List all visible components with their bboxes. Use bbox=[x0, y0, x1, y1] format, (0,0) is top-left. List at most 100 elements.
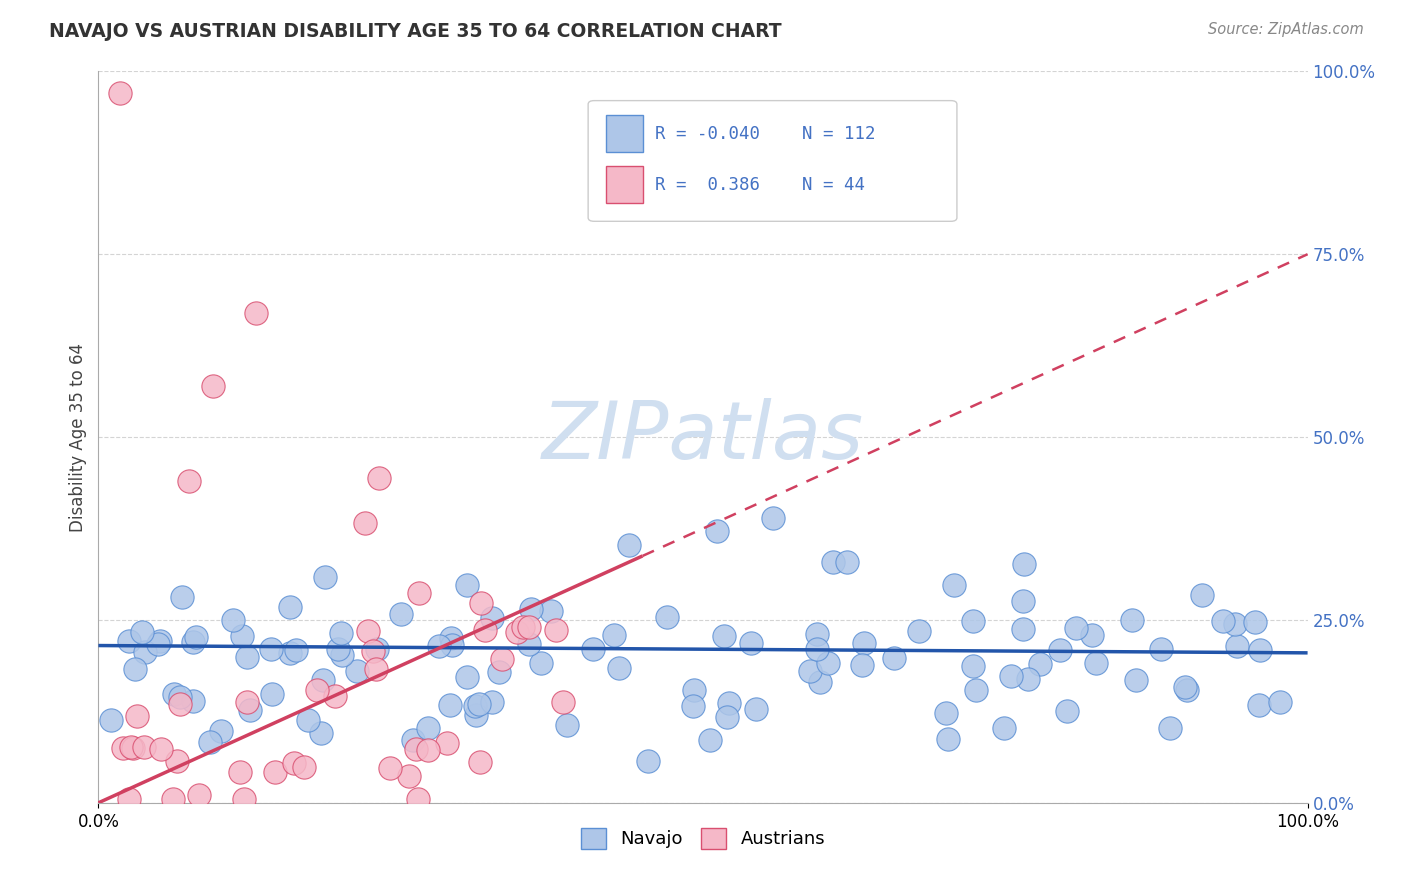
Point bbox=[405, 742, 427, 756]
Point bbox=[378, 761, 401, 775]
Point bbox=[470, 755, 492, 769]
Point bbox=[427, 639, 450, 653]
Point bbox=[118, 792, 141, 806]
Point bbox=[1056, 704, 1078, 718]
Point bbox=[706, 524, 728, 538]
Point bbox=[125, 709, 148, 723]
Point bbox=[188, 788, 211, 802]
Point bbox=[682, 698, 704, 713]
Point bbox=[965, 683, 987, 698]
Point bbox=[1000, 669, 1022, 683]
Point bbox=[908, 624, 931, 638]
Point bbox=[1084, 656, 1107, 670]
Point bbox=[464, 708, 486, 723]
Point bbox=[481, 611, 503, 625]
Point bbox=[202, 379, 225, 393]
Point bbox=[557, 717, 579, 731]
Point bbox=[124, 662, 146, 676]
Point bbox=[150, 742, 173, 756]
Point bbox=[361, 644, 384, 658]
Point bbox=[305, 683, 328, 698]
Point bbox=[835, 555, 858, 569]
Point bbox=[364, 662, 387, 676]
Point bbox=[149, 634, 172, 648]
Point bbox=[436, 736, 458, 750]
Point bbox=[817, 656, 839, 670]
Point bbox=[259, 641, 281, 656]
Point bbox=[942, 578, 965, 592]
Bar bbox=[606, 115, 643, 152]
Point bbox=[852, 636, 875, 650]
Point bbox=[1064, 621, 1087, 635]
Point bbox=[170, 591, 193, 605]
Point bbox=[297, 713, 319, 727]
Text: R =  0.386    N = 44: R = 0.386 N = 44 bbox=[655, 176, 865, 194]
Point bbox=[553, 695, 575, 709]
Point bbox=[408, 585, 430, 599]
Point bbox=[520, 601, 543, 615]
Point bbox=[617, 538, 640, 552]
Point bbox=[456, 670, 478, 684]
Point bbox=[1226, 640, 1249, 654]
Point bbox=[530, 657, 553, 671]
Point bbox=[228, 764, 250, 779]
Point bbox=[179, 474, 201, 488]
Point bbox=[655, 609, 678, 624]
Point bbox=[440, 631, 463, 645]
Point bbox=[1150, 641, 1173, 656]
Point bbox=[1011, 623, 1033, 637]
Point bbox=[169, 697, 191, 711]
Point bbox=[416, 721, 439, 735]
Point bbox=[1212, 614, 1234, 628]
Point bbox=[851, 658, 873, 673]
Point bbox=[162, 792, 184, 806]
FancyBboxPatch shape bbox=[588, 101, 957, 221]
Point bbox=[209, 724, 232, 739]
Point bbox=[325, 690, 347, 704]
Point bbox=[357, 624, 380, 638]
Point bbox=[120, 740, 142, 755]
Point bbox=[936, 731, 959, 746]
Point bbox=[181, 635, 204, 649]
Point bbox=[637, 754, 659, 768]
Point bbox=[278, 600, 301, 615]
Text: Source: ZipAtlas.com: Source: ZipAtlas.com bbox=[1208, 22, 1364, 37]
Point bbox=[309, 725, 332, 739]
Point bbox=[474, 623, 496, 637]
Point bbox=[108, 87, 131, 101]
Point bbox=[1191, 588, 1213, 602]
Point bbox=[1177, 682, 1199, 697]
Bar bbox=[606, 167, 643, 203]
Point bbox=[262, 687, 284, 701]
Point bbox=[416, 743, 439, 757]
Point bbox=[1017, 673, 1039, 687]
Point bbox=[540, 604, 562, 618]
Point bbox=[346, 664, 368, 678]
Point bbox=[314, 569, 336, 583]
Point bbox=[118, 634, 141, 648]
Point bbox=[235, 695, 257, 709]
Point bbox=[239, 703, 262, 717]
Y-axis label: Disability Age 35 to 64: Disability Age 35 to 64 bbox=[69, 343, 87, 532]
Point bbox=[762, 510, 785, 524]
Point bbox=[236, 650, 259, 665]
Point bbox=[519, 637, 541, 651]
Point bbox=[456, 578, 478, 592]
Point bbox=[122, 741, 145, 756]
Point bbox=[1159, 721, 1181, 735]
Point bbox=[264, 765, 287, 780]
Point bbox=[1121, 613, 1143, 627]
Legend: Navajo, Austrians: Navajo, Austrians bbox=[574, 821, 832, 856]
Point bbox=[134, 645, 156, 659]
Point bbox=[368, 471, 391, 485]
Point bbox=[607, 661, 630, 675]
Point bbox=[810, 674, 832, 689]
Point bbox=[1249, 643, 1271, 657]
Point bbox=[883, 651, 905, 665]
Point bbox=[935, 706, 957, 721]
Point bbox=[1012, 594, 1035, 608]
Point bbox=[1125, 673, 1147, 688]
Point bbox=[506, 625, 529, 640]
Point bbox=[439, 698, 461, 713]
Point bbox=[602, 627, 624, 641]
